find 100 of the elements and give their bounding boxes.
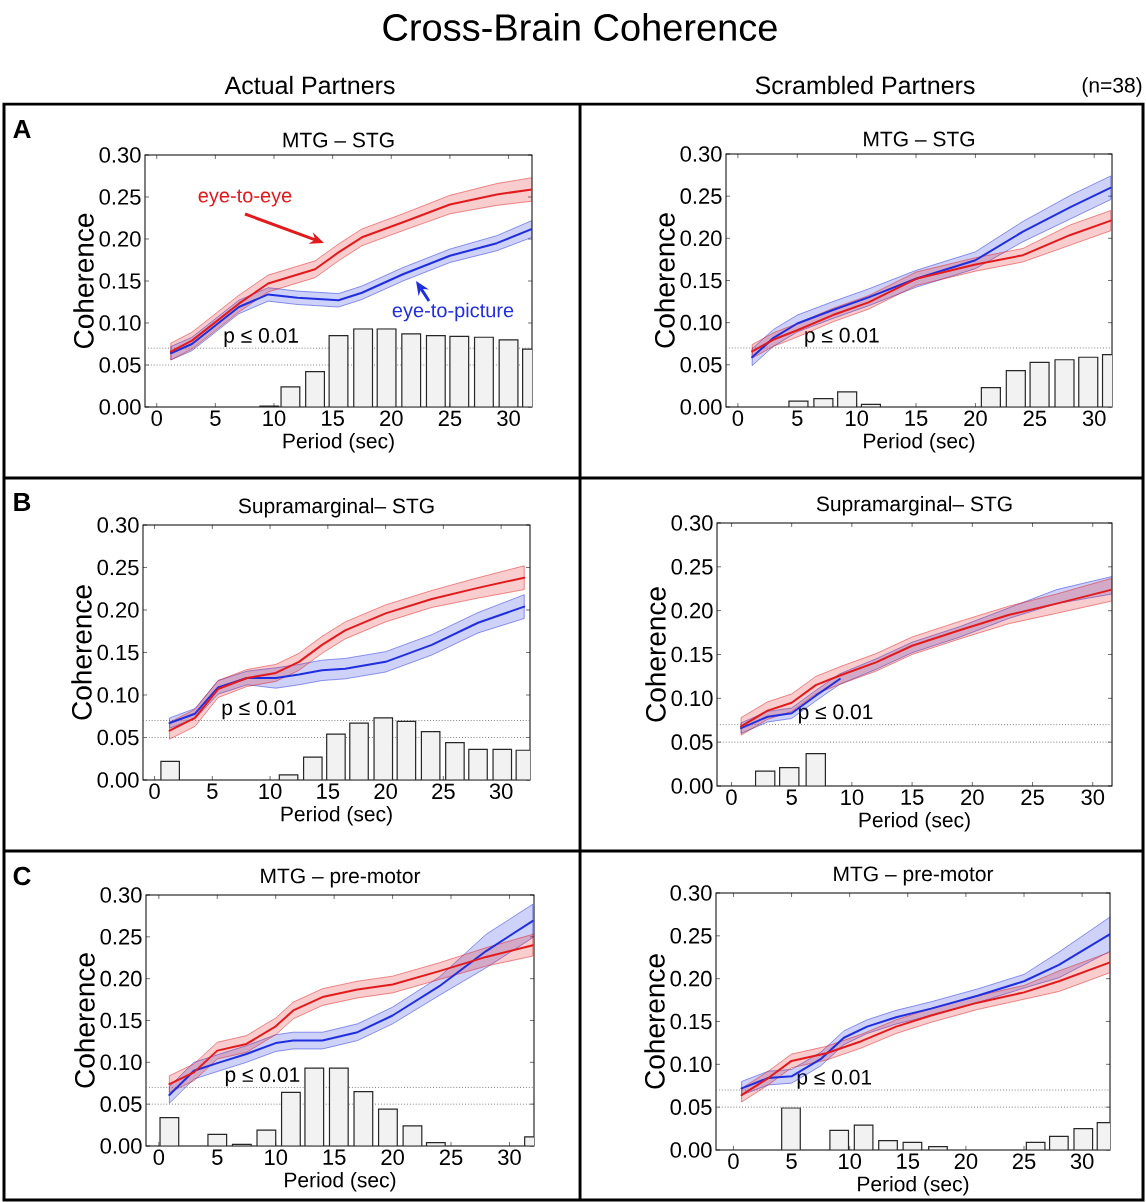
y-tick-label: 0.20 (680, 230, 722, 247)
y-tick-label: 0.20 (97, 602, 139, 618)
y-tick-label: 0.30 (671, 515, 713, 531)
y-tick-label: 0.05 (97, 729, 139, 746)
y-tick-label: 0.10 (100, 1054, 142, 1071)
x-tick-label: 0 (728, 1153, 739, 1170)
ref-line-label: p ≤ 0.01 (798, 704, 873, 724)
y-tick-label: 0.30 (670, 885, 712, 901)
y-tick-label: 0.30 (680, 146, 722, 162)
x-tick-label: 10 (841, 789, 864, 806)
y-axis-title: Coherence (74, 953, 95, 1088)
y-tick-label: 0.15 (671, 646, 713, 663)
text: C (13, 866, 31, 886)
x-tick-label: 25 (432, 783, 455, 800)
y-tick-label: 0.25 (670, 928, 712, 944)
y-tick-label: 0.15 (97, 644, 139, 661)
x-tick-label: 15 (322, 410, 344, 426)
y-tick-label: 0.10 (670, 1056, 712, 1073)
y-tick-label: 0.00 (670, 1142, 712, 1158)
y-axis-title: Coherence (71, 585, 92, 720)
x-tick-label: 25 (438, 410, 462, 427)
x-tick-label: 5 (786, 789, 797, 805)
y-tick-label: 0.10 (97, 687, 139, 703)
y-tick-label: 0.25 (100, 929, 142, 945)
y-tick-label: 0.25 (680, 188, 722, 204)
x-tick-label: 15 (897, 1153, 920, 1169)
x-axis-title: Period (sec) (285, 1171, 396, 1192)
y-tick-label: 0.20 (100, 970, 142, 987)
x-tick-label: 20 (964, 410, 987, 427)
x-tick-label: 25 (1023, 410, 1047, 427)
y-tick-label: 0.10 (99, 315, 141, 331)
y-tick-label: 0.15 (680, 272, 722, 289)
x-tick-label: 5 (210, 410, 221, 426)
x-tick-label: 0 (149, 783, 160, 800)
chart-title: MTG – STG (864, 131, 975, 147)
x-tick-label: 20 (380, 410, 403, 427)
x-tick-label: 25 (1012, 1153, 1036, 1170)
y-axis-title: Coherence (654, 213, 675, 348)
y-tick-label: 0.10 (680, 314, 722, 331)
y-tick-label: 0.00 (671, 778, 713, 794)
y-tick-label: 0.15 (670, 1013, 712, 1030)
x-tick-label: 0 (726, 789, 737, 806)
y-tick-label: 0.25 (671, 559, 713, 575)
text: B (14, 493, 31, 511)
x-axis-title: Period (sec) (858, 1175, 969, 1196)
y-tick-label: 0.15 (100, 1012, 142, 1029)
x-tick-label: 30 (1070, 1153, 1094, 1170)
y-tick-label: 0.25 (97, 559, 139, 576)
y-axis-title: Coherence (73, 213, 94, 349)
text: Actual Partners (224, 75, 395, 95)
x-tick-label: 25 (1021, 789, 1044, 806)
y-axis-title: Coherence (644, 954, 665, 1089)
y-tick-label: 0.20 (671, 602, 713, 619)
text: A (13, 120, 31, 138)
ref-line-label: p ≤ 0.01 (222, 700, 296, 720)
x-tick-label: 10 (265, 1149, 288, 1166)
text: (n=38) (1082, 77, 1142, 97)
x-tick-label: 10 (839, 1153, 862, 1170)
chart-title: Supramarginal– STG (816, 495, 1012, 516)
x-tick-label: 10 (846, 410, 869, 427)
y-tick-label: 0.00 (99, 399, 141, 415)
ref-line-label: p ≤ 0.01 (224, 327, 298, 347)
y-tick-label: 0.05 (680, 357, 722, 373)
x-tick-label: 0 (153, 1149, 165, 1166)
x-axis-title: Period (sec) (864, 432, 975, 453)
x-tick-label: 0 (151, 410, 162, 427)
y-tick-label: 0.00 (97, 772, 139, 788)
y-tick-label: 0.15 (99, 273, 141, 289)
chart-title: MTG – pre-motor (261, 868, 421, 888)
x-tick-label: 30 (497, 410, 520, 427)
y-tick-label: 0.05 (99, 357, 141, 373)
text: Scrambled Partners (755, 75, 975, 95)
y-tick-label: 0.20 (670, 970, 712, 987)
x-tick-label: 30 (498, 1149, 521, 1166)
series-label: eye-to-picture (392, 302, 514, 322)
x-tick-label: 5 (212, 1149, 223, 1165)
x-tick-label: 5 (786, 1153, 797, 1169)
x-axis-title: Period (sec) (283, 432, 394, 453)
y-tick-label: 0.05 (100, 1096, 142, 1112)
y-tick-label: 0.30 (99, 147, 141, 163)
text: eye-to-eye (198, 189, 292, 207)
y-tick-label: 0.30 (97, 517, 139, 533)
x-tick-label: 5 (792, 410, 803, 426)
x-tick-label: 15 (317, 783, 340, 799)
x-tick-label: 15 (323, 1149, 346, 1165)
y-tick-label: 0.00 (100, 1138, 142, 1154)
x-tick-label: 30 (1081, 789, 1105, 806)
x-tick-label: 20 (374, 783, 397, 800)
x-tick-label: 15 (905, 410, 928, 426)
ref-line-label: p ≤ 0.01 (805, 327, 879, 347)
ref-line-label: p ≤ 0.01 (225, 1067, 300, 1087)
x-tick-label: 20 (954, 1153, 978, 1170)
chart-title: Supramarginal– STG (238, 497, 434, 518)
x-tick-label: 0 (732, 410, 744, 427)
x-axis-title: Period (sec) (281, 805, 392, 826)
x-tick-label: 20 (381, 1149, 404, 1166)
x-tick-label: 30 (1082, 410, 1106, 427)
x-tick-label: 30 (489, 783, 513, 800)
x-tick-label: 10 (263, 410, 286, 427)
y-tick-label: 0.20 (99, 231, 141, 247)
